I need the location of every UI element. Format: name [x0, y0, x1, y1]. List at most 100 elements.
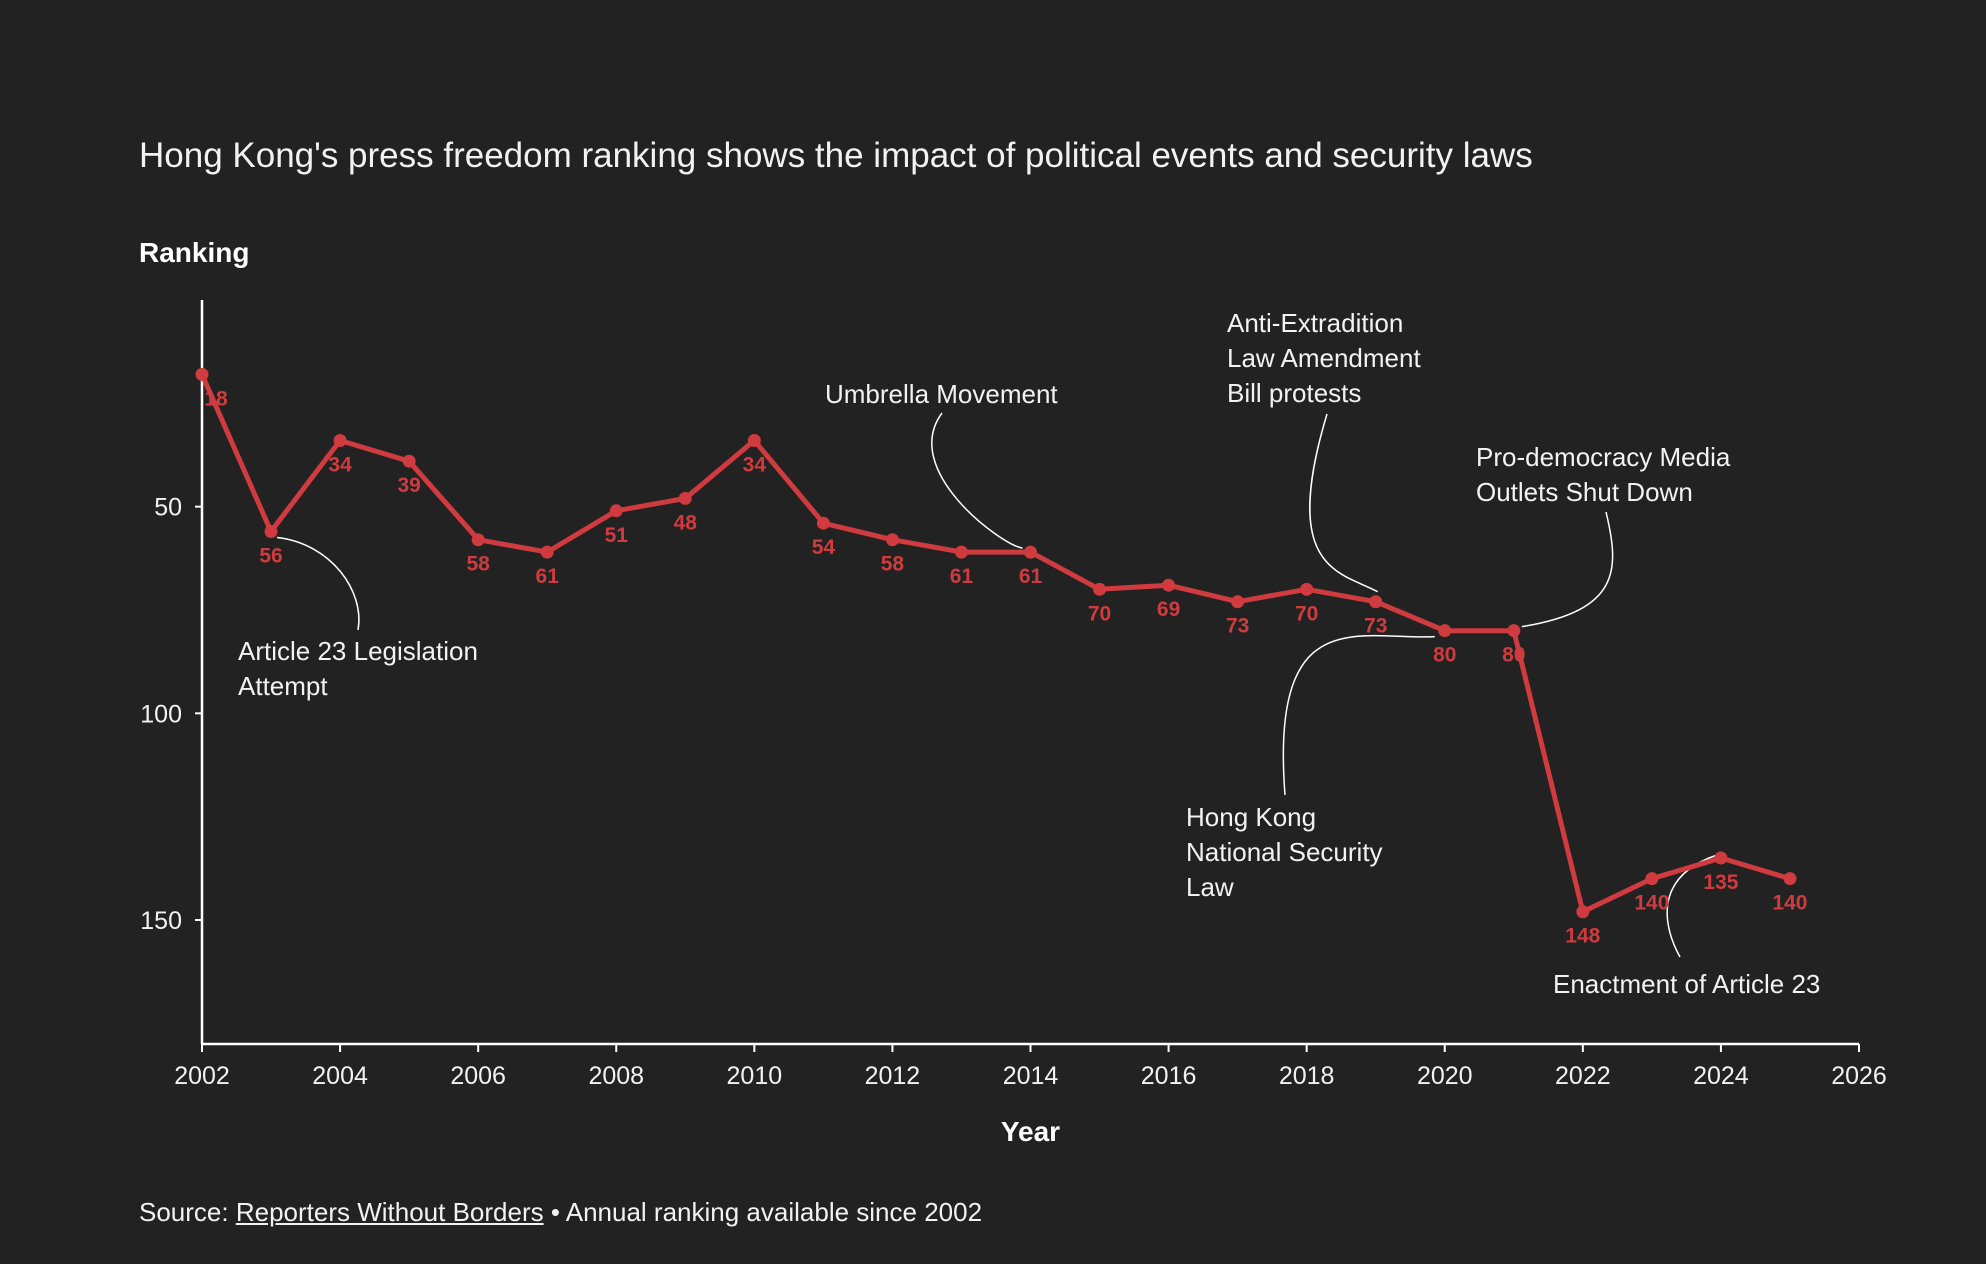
annotation-line: Bill protests: [1227, 378, 1361, 408]
annotation-label: Enactment of Article 23: [1553, 969, 1820, 999]
annotation-line: Pro-democracy Media: [1476, 442, 1731, 472]
data-point: [816, 516, 830, 530]
data-point: [885, 533, 899, 547]
axes: Ranking 50 100 150 2002 2004 2006 2008 2010 2012 2…: [139, 237, 1887, 1147]
data-label: 80: [1502, 644, 1525, 667]
annotation-line: National Security: [1186, 837, 1383, 867]
data-label: 140: [1772, 892, 1807, 915]
data-label: 80: [1433, 644, 1456, 667]
x-tick-label: 2018: [1279, 1062, 1335, 1090]
y-tick-label: 150: [140, 907, 182, 935]
annotation-connector: [931, 412, 1023, 549]
data-label: 18: [204, 387, 228, 410]
data-label: 58: [466, 553, 490, 576]
data-point: [1300, 582, 1314, 596]
x-tick-label: 2004: [312, 1062, 368, 1090]
annotation-line: Umbrella Movement: [825, 379, 1058, 409]
annotation-line: Anti-Extradition: [1227, 308, 1403, 338]
data-point: [747, 434, 761, 448]
annotation-line: Article 23 Legislation: [238, 636, 478, 666]
annotation-connector: [1282, 634, 1435, 796]
annotation-texts: Article 23 Legislation Attempt Umbrella Mo…: [238, 308, 1820, 999]
x-tick-label: 2016: [1141, 1062, 1197, 1090]
data-series: [195, 367, 1797, 919]
data-label: 39: [397, 474, 420, 497]
y-axis-title: Ranking: [139, 237, 249, 268]
data-point: [1714, 851, 1728, 865]
x-tick-label: 2010: [727, 1062, 783, 1090]
source-suffix: • Annual ranking available since 2002: [543, 1197, 983, 1227]
x-tick-label: 2026: [1831, 1062, 1887, 1090]
annotation-line: Outlets Shut Down: [1476, 477, 1693, 507]
annotation-connector: [276, 536, 360, 631]
data-point: [471, 533, 485, 547]
data-point: [609, 504, 623, 518]
data-point: [1507, 624, 1521, 638]
data-label: 69: [1157, 598, 1180, 621]
data-label: 61: [1019, 565, 1043, 588]
x-tick-label: 2020: [1417, 1062, 1473, 1090]
annotation-line: Law: [1186, 872, 1234, 902]
annotation-label: Article 23 Legislation Attempt: [238, 636, 478, 701]
data-point: [1438, 624, 1452, 638]
annotation-connector: [1309, 413, 1379, 593]
data-point: [1024, 545, 1037, 559]
data-point: [402, 454, 416, 468]
data-point: [333, 434, 347, 448]
data-label: 48: [674, 511, 698, 534]
data-point: [678, 491, 692, 505]
data-point: [1576, 905, 1590, 919]
data-point: [954, 545, 968, 559]
data-label: 34: [328, 454, 352, 477]
data-label: 51: [605, 524, 629, 547]
annotation-line: Hong Kong: [1186, 802, 1316, 832]
data-labels: 18 56 34 39 58 61 51 48 34 54 58 61 61 70 69 73 70 73 80 80…: [204, 387, 1807, 947]
data-label: 148: [1565, 925, 1600, 948]
source-note: Source: Reporters Without Borders • Annu…: [139, 1197, 982, 1228]
y-tick-label: 100: [140, 700, 182, 728]
x-tick-label: 2022: [1555, 1062, 1611, 1090]
y-tick-label: 50: [154, 494, 182, 522]
data-label: 70: [1295, 602, 1318, 625]
data-point: [540, 545, 554, 559]
x-axis-title: Year: [1001, 1116, 1060, 1147]
data-point: [1369, 595, 1383, 609]
chart-title: Hong Kong's press freedom ranking shows …: [139, 136, 1533, 175]
data-label: 56: [259, 544, 282, 567]
annotation-label: Anti-Extradition Law Amendment Bill protes…: [1227, 308, 1421, 408]
data-point: [1162, 578, 1176, 592]
data-label: 34: [743, 454, 767, 477]
data-label: 73: [1364, 615, 1387, 638]
data-point: [1645, 872, 1659, 886]
x-tick-label: 2012: [865, 1062, 921, 1090]
data-label: 58: [881, 553, 905, 576]
series-line: [199, 373, 1791, 915]
source-prefix: Source:: [139, 1197, 236, 1227]
data-label: 135: [1703, 871, 1738, 894]
x-tick-label: 2002: [174, 1062, 230, 1090]
data-point: [1093, 582, 1107, 596]
annotation-line: Law Amendment: [1227, 343, 1421, 373]
annotation-label: Pro-democracy Media Outlets Shut Down: [1476, 442, 1731, 507]
data-point: [264, 524, 278, 538]
source-link[interactable]: Reporters Without Borders: [235, 1197, 544, 1227]
annotation-connector: [1521, 511, 1614, 628]
annotation-line: Enactment of Article 23: [1553, 969, 1820, 999]
x-tick-label: 2024: [1693, 1062, 1749, 1090]
data-point: [1783, 872, 1797, 886]
data-label: 73: [1226, 615, 1249, 638]
x-tick-label: 2008: [588, 1062, 644, 1090]
data-label: 61: [950, 565, 974, 588]
data-label: 54: [812, 536, 836, 559]
x-tick-label: 2014: [1003, 1062, 1059, 1090]
data-label: 61: [536, 565, 560, 588]
annotation-label: Hong Kong National Security Law: [1186, 802, 1383, 902]
data-label: 140: [1634, 892, 1669, 915]
data-point: [1231, 595, 1245, 609]
data-label: 70: [1088, 602, 1111, 625]
annotation-line: Attempt: [238, 671, 328, 701]
data-point: [195, 367, 209, 381]
annotation-label: Umbrella Movement: [825, 379, 1058, 409]
x-tick-label: 2006: [450, 1062, 506, 1090]
